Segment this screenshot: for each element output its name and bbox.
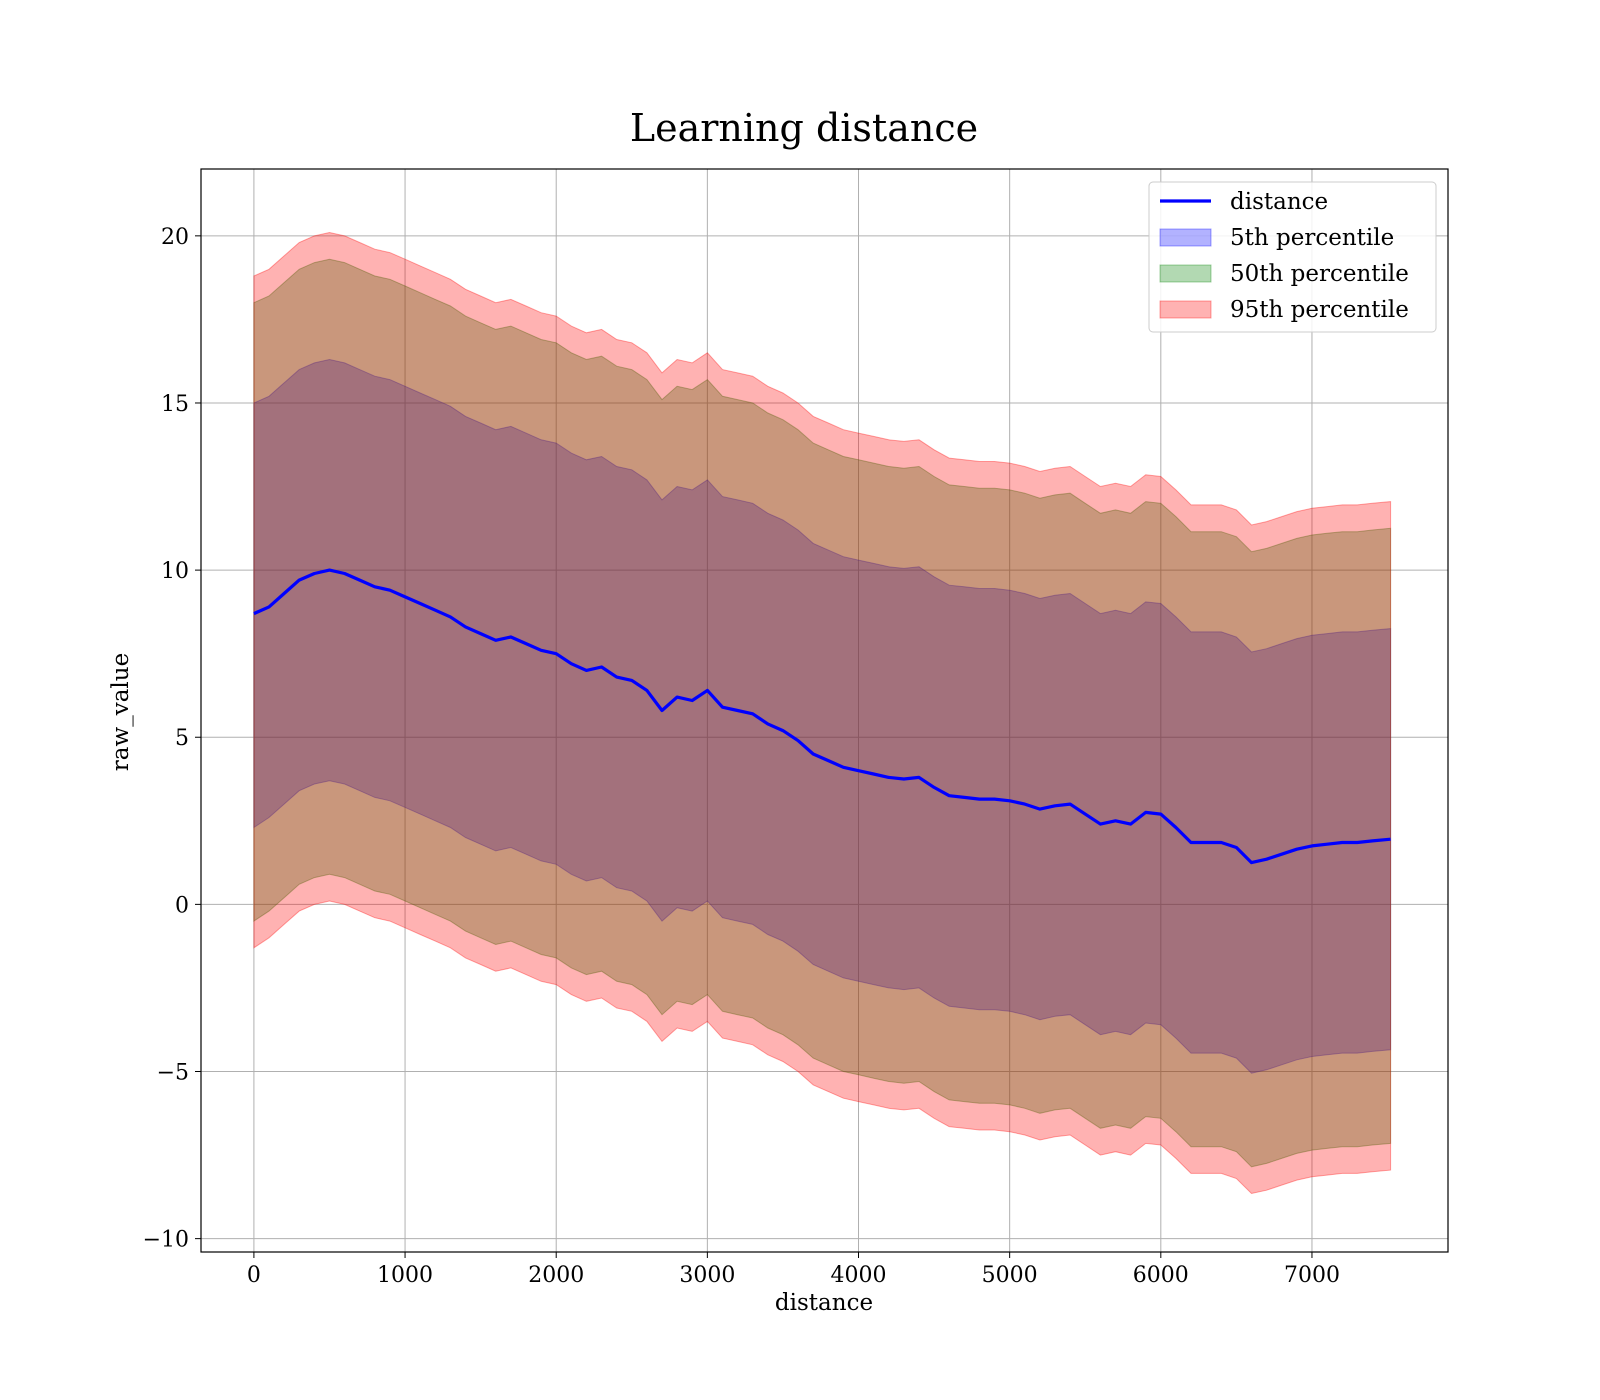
legend-label-5th-percentile: 5th percentile xyxy=(1230,225,1394,251)
y-tick-label: 5 xyxy=(175,726,189,751)
legend-label-50th-percentile: 50th percentile xyxy=(1230,261,1409,287)
legend-swatch-95th-percentile xyxy=(1159,300,1212,319)
x-tick-label: 6000 xyxy=(1133,1263,1189,1288)
x-axis-label: distance xyxy=(775,1290,873,1316)
y-axis-label: raw_value xyxy=(108,653,134,771)
band-5th-percentile xyxy=(253,358,1392,1074)
x-tick-label: 5000 xyxy=(982,1263,1038,1288)
line-distance xyxy=(253,568,1391,865)
legend-label-distance: distance xyxy=(1230,189,1328,215)
chart-title: Learning distance xyxy=(630,106,978,150)
legend-swatch-5th-percentile xyxy=(1159,228,1212,247)
legend: distance 5th percentile 50th percentile … xyxy=(1148,181,1437,333)
y-tick-label: 20 xyxy=(161,225,189,250)
x-tick-label: 1000 xyxy=(377,1263,433,1288)
legend-box xyxy=(1148,181,1437,333)
y-tick-label: −10 xyxy=(143,1228,189,1253)
x-tick-label: 4000 xyxy=(831,1263,887,1288)
percentile-bands xyxy=(253,231,1392,1195)
band-50th-percentile xyxy=(253,258,1392,1168)
x-tick-label: 0 xyxy=(247,1263,261,1288)
x-tick-label: 7000 xyxy=(1284,1263,1340,1288)
y-tick-label: 10 xyxy=(161,559,189,584)
x-axis-ticks: 0 1000 2000 3000 4000 5000 6000 7000 xyxy=(247,1252,1340,1288)
legend-swatch-50th-percentile xyxy=(1159,264,1212,283)
y-tick-label: 15 xyxy=(161,392,189,417)
x-tick-label: 3000 xyxy=(679,1263,735,1288)
plot-area-frame xyxy=(200,168,1449,1253)
x-tick-label: 2000 xyxy=(528,1263,584,1288)
grid-lines xyxy=(201,169,1448,1252)
y-tick-label: 0 xyxy=(175,893,189,918)
distance-series xyxy=(253,568,1391,865)
y-axis-ticks: −10 −5 0 5 10 15 20 xyxy=(143,225,201,1253)
legend-label-95th-percentile: 95th percentile xyxy=(1230,297,1409,323)
band-95th-percentile xyxy=(253,231,1392,1195)
y-tick-label: −5 xyxy=(157,1061,189,1086)
